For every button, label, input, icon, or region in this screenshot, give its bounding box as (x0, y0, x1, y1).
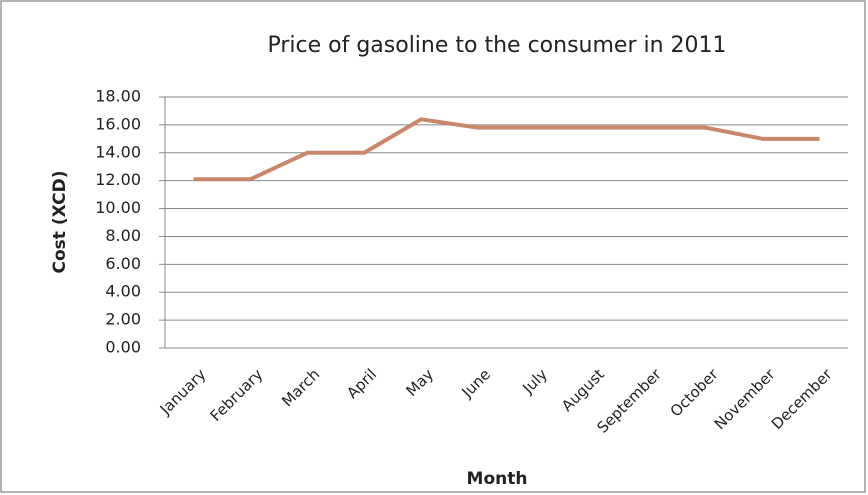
x-axis-label: Month (467, 469, 528, 489)
y-tick-label: 14.00 (95, 142, 141, 161)
y-tick-label: 0.00 (105, 338, 141, 357)
y-tick-label: 16.00 (95, 114, 141, 133)
y-tick-label: 4.00 (105, 282, 141, 301)
y-axis-label: Cost (XCD) (50, 171, 70, 274)
y-tick-label: 10.00 (95, 198, 141, 217)
data-line (193, 117, 820, 182)
y-tick-label: 8.00 (105, 226, 141, 245)
y-tick-label: 6.00 (105, 254, 141, 273)
chart-title: Price of gasoline to the consumer in 201… (267, 33, 726, 58)
y-tick-label: 18.00 (95, 87, 141, 106)
y-tick-label: 12.00 (95, 170, 141, 189)
y-tick-label: 2.00 (105, 310, 141, 329)
